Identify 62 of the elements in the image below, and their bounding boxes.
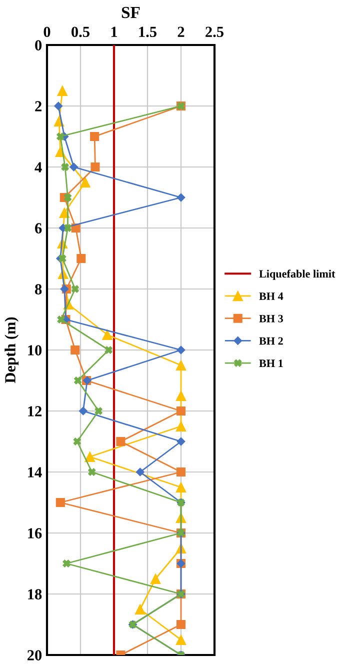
point: [57, 86, 68, 96]
legend-label: BH 2: [259, 337, 283, 345]
y-tick-label: 14: [28, 467, 42, 478]
point: [70, 162, 78, 172]
point: [134, 604, 146, 614]
x-tick-label: 2: [178, 26, 184, 37]
y-axis-title: Depth (m): [4, 317, 19, 384]
point: [102, 330, 113, 340]
y-tick-label: 16: [28, 528, 42, 538]
y-tick-label: 10: [28, 345, 42, 356]
y-tick-label: 2: [35, 101, 42, 112]
point: [104, 346, 112, 354]
point: [176, 620, 186, 630]
y-tick-label: 18: [28, 589, 42, 600]
point: [136, 468, 144, 476]
point: [71, 285, 79, 293]
point: [176, 193, 186, 202]
x-axis-title: SF: [122, 6, 140, 18]
legend-label: BH 1: [259, 360, 283, 367]
y-tick-label: 6: [35, 223, 42, 234]
y-tick-label: 20: [28, 650, 42, 660]
point: [74, 376, 82, 384]
legend-label: Liquefable limit: [259, 270, 336, 280]
point: [78, 406, 88, 416]
point: [176, 360, 186, 370]
point: [56, 132, 64, 140]
y-tick-label: 4: [34, 162, 42, 172]
point: [176, 406, 186, 416]
point: [150, 574, 161, 584]
point: [116, 436, 126, 446]
point: [90, 132, 100, 142]
point: [61, 163, 69, 171]
point: [80, 177, 90, 188]
y-tick-label: 8: [35, 284, 42, 294]
x-tick-label: 1.5: [139, 26, 156, 38]
x-tick-label: 0: [44, 26, 50, 38]
point: [176, 346, 186, 354]
point: [176, 421, 186, 432]
point: [176, 467, 186, 477]
point: [88, 468, 96, 476]
x-tick-label: 1: [111, 26, 118, 37]
point: [176, 390, 186, 401]
point: [57, 316, 65, 324]
point: [94, 407, 102, 415]
y-tick-label: 0: [35, 40, 42, 50]
x-tick-label: 2.5: [206, 26, 224, 38]
point: [176, 634, 186, 645]
point: [90, 162, 100, 172]
point: [176, 482, 186, 492]
point: [76, 254, 86, 264]
x-tick-label: 0.5: [72, 26, 90, 38]
y-tick-label: 12: [28, 406, 42, 416]
point: [62, 560, 70, 568]
legend-label: BH 4: [259, 292, 284, 300]
point: [56, 498, 65, 508]
point: [54, 102, 63, 110]
point: [70, 345, 80, 355]
point: [73, 438, 81, 446]
point: [84, 452, 96, 462]
legend-label: BH 3: [259, 314, 283, 322]
point: [58, 254, 66, 262]
point: [176, 437, 186, 446]
